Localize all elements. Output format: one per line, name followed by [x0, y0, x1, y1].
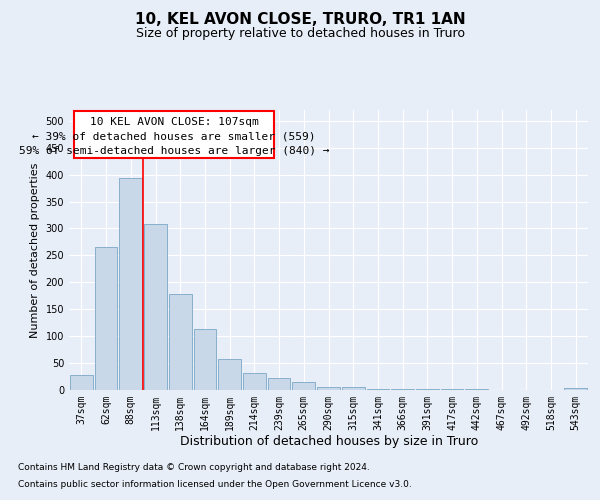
- Bar: [317, 387, 340, 390]
- Bar: [342, 388, 365, 390]
- Bar: [119, 178, 142, 390]
- Bar: [292, 382, 315, 390]
- Text: 59% of semi-detached houses are larger (840) →: 59% of semi-detached houses are larger (…: [19, 146, 329, 156]
- Y-axis label: Number of detached properties: Number of detached properties: [30, 162, 40, 338]
- Bar: [367, 389, 389, 390]
- FancyBboxPatch shape: [74, 112, 274, 158]
- Text: 10, KEL AVON CLOSE, TRURO, TR1 1AN: 10, KEL AVON CLOSE, TRURO, TR1 1AN: [134, 12, 466, 28]
- Text: Contains HM Land Registry data © Crown copyright and database right 2024.: Contains HM Land Registry data © Crown c…: [18, 464, 370, 472]
- Text: ← 39% of detached houses are smaller (559): ← 39% of detached houses are smaller (55…: [32, 132, 316, 141]
- Text: Size of property relative to detached houses in Truro: Size of property relative to detached ho…: [136, 28, 464, 40]
- Bar: [268, 378, 290, 390]
- Bar: [243, 373, 266, 390]
- Bar: [169, 294, 191, 390]
- Text: Distribution of detached houses by size in Truro: Distribution of detached houses by size …: [179, 435, 478, 448]
- Text: Contains public sector information licensed under the Open Government Licence v3: Contains public sector information licen…: [18, 480, 412, 489]
- Bar: [218, 360, 241, 390]
- Bar: [144, 224, 167, 390]
- Bar: [70, 375, 93, 390]
- Bar: [95, 248, 118, 390]
- Bar: [194, 329, 216, 390]
- Bar: [564, 388, 587, 390]
- Text: 10 KEL AVON CLOSE: 107sqm: 10 KEL AVON CLOSE: 107sqm: [90, 116, 259, 126]
